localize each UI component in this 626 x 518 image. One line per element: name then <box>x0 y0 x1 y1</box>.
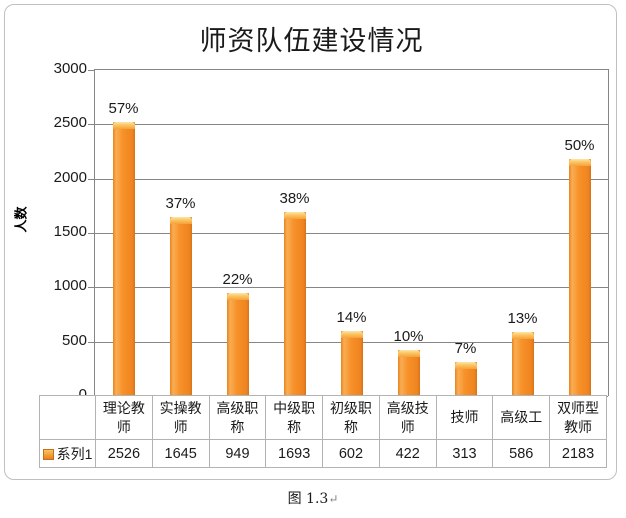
value-cell: 422 <box>378 439 437 468</box>
figure-caption: 图 1.3↵ <box>0 488 626 508</box>
bar-cap <box>340 330 363 338</box>
value-cell: 949 <box>208 439 267 468</box>
category-label-line: 教师 <box>564 418 593 435</box>
bar-cap <box>283 212 306 220</box>
bar-data-label: 57% <box>108 99 139 117</box>
category-label-line: 师 <box>173 418 188 435</box>
bar-cap <box>226 292 249 300</box>
bar[interactable] <box>112 121 135 396</box>
bar-cap <box>112 121 135 129</box>
category-label-line: 理论教 <box>102 399 145 416</box>
bar[interactable] <box>454 362 477 396</box>
gridline <box>95 124 608 126</box>
bar[interactable] <box>283 212 306 396</box>
value-cell: 1693 <box>265 439 324 468</box>
category-label-line: 高级工 <box>500 409 543 425</box>
data-table: 理论教师实操教师高级职称中级职称初级职称高级技师技师 高级工 双师型 教师 系列1 25… <box>39 395 607 468</box>
y-axis-labels: 0 500 1000 1500 2000 2500 3000 <box>23 60 87 403</box>
y-axis-tick <box>88 287 95 289</box>
category-cell: 双师型 教师 <box>549 395 607 440</box>
bar-data-label: 38% <box>279 190 310 208</box>
bar-data-label: 22% <box>222 270 253 288</box>
table-row-values: 系列1 2526 1645 949 1693 602 422 313 586 2183 <box>39 439 607 468</box>
category-label-line: 师 <box>116 418 131 435</box>
y-axis-tick <box>88 178 95 180</box>
y-axis-tick <box>88 70 95 71</box>
y-axis-tick-label: 2500 <box>53 114 87 132</box>
table-corner-blank <box>39 395 96 440</box>
category-label-line: 称 <box>343 418 358 435</box>
gridline <box>95 233 608 234</box>
y-axis-tick-label: 0 <box>78 386 87 403</box>
category-cell: 高级技师 <box>378 395 437 440</box>
bar-cap <box>169 217 192 225</box>
y-axis-tick <box>88 233 95 234</box>
value-cell: 313 <box>435 439 494 468</box>
category-label-line: 高级技 <box>386 399 429 416</box>
category-cell: 实操教师 <box>151 395 210 440</box>
bar-data-label: 10% <box>393 328 424 346</box>
bar-cap <box>511 332 534 340</box>
category-cell: 理论教师 <box>95 395 153 440</box>
bar-data-label: 37% <box>165 195 196 213</box>
y-axis-tick-label: 2000 <box>53 168 87 186</box>
bar[interactable] <box>511 332 534 396</box>
chart-container: 师资队伍建设情况 人数 0 500 1000 1500 2000 2500 3000 57%… <box>4 4 617 480</box>
bar-data-label: 14% <box>336 308 367 326</box>
bar[interactable] <box>169 217 192 396</box>
category-label-line: 实操教 <box>159 399 202 416</box>
figure-caption-text: 图 1.3 <box>287 491 329 507</box>
bar-data-label: 50% <box>564 136 595 154</box>
category-label-line: 双师型 <box>557 399 600 416</box>
paragraph-mark-icon: ↵ <box>328 492 339 506</box>
bar-cap <box>568 158 591 166</box>
plot-area: 57% 37% 22% 38% 14% 10% 7% 13% 50% <box>88 69 609 397</box>
y-axis-tick-label: 500 <box>61 331 87 349</box>
category-label-line: 技师 <box>450 409 479 425</box>
category-cell: 高级工 <box>492 395 551 440</box>
value-cell: 602 <box>322 439 380 468</box>
bar-data-label: 7% <box>454 339 477 357</box>
y-axis-tick <box>88 341 95 343</box>
table-row-categories: 理论教师实操教师高级职称中级职称初级职称高级技师技师 高级工 双师型 教师 <box>39 395 607 440</box>
y-axis-tick-label: 3000 <box>53 60 87 77</box>
value-cell: 586 <box>492 439 551 468</box>
value-cell: 2526 <box>95 439 153 468</box>
legend-entry[interactable]: 系列1 <box>39 439 96 468</box>
y-axis-tick-label: 1000 <box>53 277 87 295</box>
category-cell: 高级职称 <box>208 395 267 440</box>
value-cell: 2183 <box>549 439 607 468</box>
category-label-line: 称 <box>287 418 302 435</box>
gridline <box>95 287 608 289</box>
y-axis-tick <box>88 124 95 126</box>
category-cell: 中级职称 <box>265 395 324 440</box>
y-axis-tick-label: 1500 <box>53 223 87 240</box>
value-cell: 1645 <box>151 439 210 468</box>
category-label-line: 师 <box>400 418 415 435</box>
category-label-line: 中级职 <box>273 399 316 416</box>
gridline <box>95 178 608 180</box>
category-label-line: 初级职 <box>329 399 372 416</box>
bar-data-label: 13% <box>507 310 538 328</box>
category-cell: 初级职称 <box>322 395 380 440</box>
bar[interactable] <box>226 292 249 396</box>
category-label-line: 称 <box>230 418 245 435</box>
category-label-line: 高级职 <box>216 399 259 416</box>
category-cell: 技师 <box>435 395 494 440</box>
bar-cap <box>397 350 420 358</box>
legend-swatch-icon <box>42 448 54 460</box>
chart-title: 师资队伍建设情况 <box>199 26 424 57</box>
bar-cap <box>454 362 477 369</box>
legend-label: 系列1 <box>56 445 93 462</box>
bar[interactable] <box>397 350 420 396</box>
bar[interactable] <box>340 330 363 396</box>
bar[interactable] <box>568 158 591 396</box>
